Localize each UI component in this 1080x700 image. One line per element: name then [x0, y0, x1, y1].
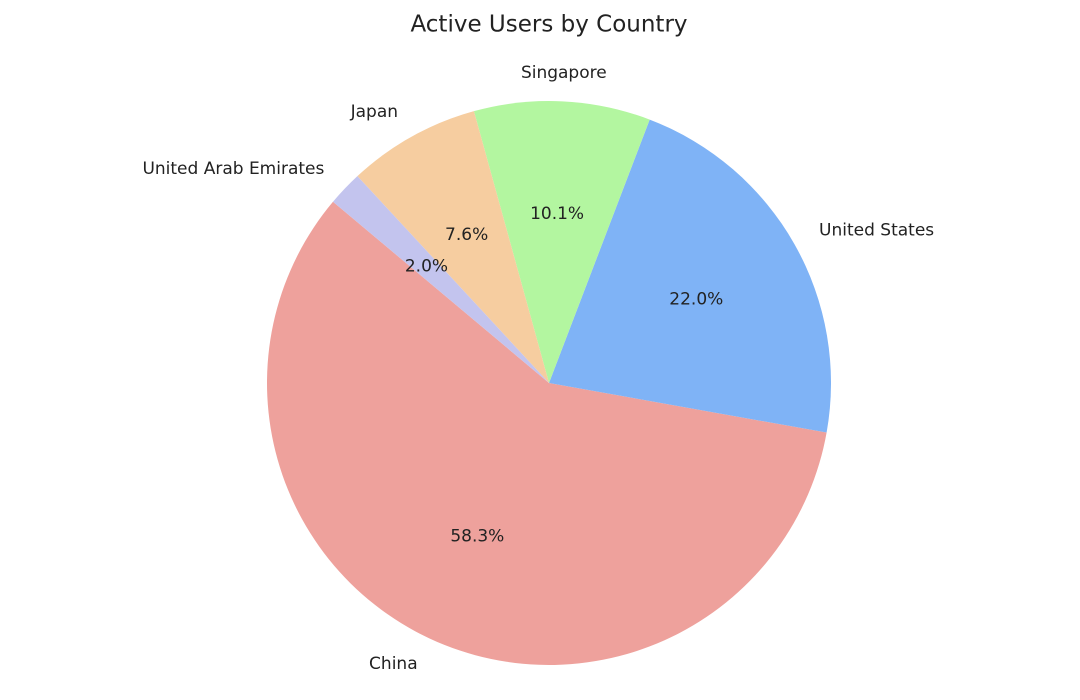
percent-label: 10.1% [530, 204, 584, 224]
slice-label: United Arab Emirates [142, 159, 324, 179]
percent-label: 7.6% [445, 225, 488, 245]
slice-label: United States [819, 220, 934, 240]
chart-title: Active Users by Country [410, 12, 687, 38]
pie-slice [473, 101, 650, 384]
percent-label: 2.0% [405, 256, 448, 276]
percent-label: 22.0% [669, 290, 723, 310]
slice-label: Japan [350, 102, 398, 122]
pie-slice [549, 119, 831, 433]
slice-label: Singapore [521, 63, 607, 83]
percent-label: 58.3% [450, 526, 504, 546]
pie-slice [332, 176, 549, 383]
pie-slice [357, 111, 549, 384]
pie-slice [266, 201, 827, 665]
slice-label: China [369, 654, 418, 674]
